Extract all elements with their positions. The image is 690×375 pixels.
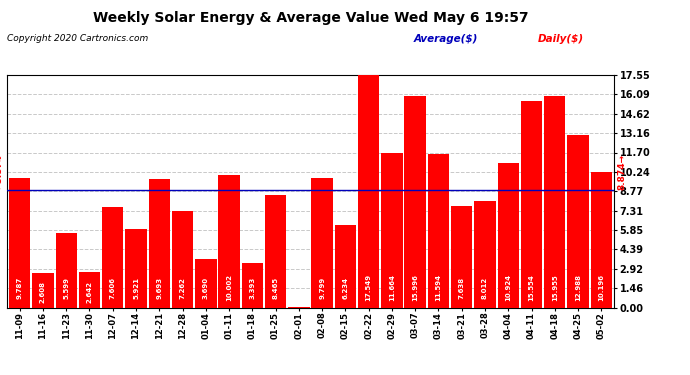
Text: 7.606: 7.606: [110, 277, 116, 298]
Text: 9.799: 9.799: [319, 276, 325, 299]
Text: Daily($): Daily($): [538, 34, 584, 44]
Bar: [381, 153, 403, 308]
Bar: [544, 96, 566, 308]
Bar: [172, 211, 193, 308]
Bar: [218, 175, 240, 308]
Bar: [265, 195, 286, 308]
Bar: [126, 229, 147, 308]
Text: 8.465: 8.465: [273, 277, 279, 299]
Text: 15.554: 15.554: [529, 274, 535, 301]
Bar: [335, 225, 356, 308]
Text: Weekly Solar Energy & Average Value Wed May 6 19:57: Weekly Solar Energy & Average Value Wed …: [92, 11, 529, 25]
Bar: [358, 75, 380, 307]
Text: Copyright 2020 Cartronics.com: Copyright 2020 Cartronics.com: [7, 34, 148, 43]
Bar: [55, 233, 77, 308]
Text: 9.693: 9.693: [156, 277, 162, 299]
Text: 7.262: 7.262: [179, 277, 186, 298]
Bar: [428, 154, 449, 308]
Bar: [102, 207, 124, 308]
Text: 11.594: 11.594: [435, 274, 442, 301]
Text: 8.874→: 8.874→: [618, 154, 627, 190]
Bar: [311, 178, 333, 308]
Bar: [591, 172, 612, 308]
Text: 5.599: 5.599: [63, 277, 69, 298]
Text: 10.196: 10.196: [598, 274, 604, 301]
Text: 6.234: 6.234: [342, 277, 348, 299]
Text: 9.787: 9.787: [17, 276, 23, 299]
Bar: [241, 262, 263, 308]
Text: 2.642: 2.642: [86, 281, 92, 303]
Bar: [9, 178, 30, 308]
Text: 8.012: 8.012: [482, 277, 488, 299]
Text: 2.608: 2.608: [40, 281, 46, 303]
Text: 3.393: 3.393: [249, 276, 255, 299]
Text: 5.921: 5.921: [133, 277, 139, 298]
Text: 17.549: 17.549: [366, 274, 372, 301]
Bar: [567, 135, 589, 308]
Text: Average($): Average($): [414, 34, 478, 44]
Text: 10.924: 10.924: [505, 274, 511, 301]
Text: ←8.874: ←8.874: [0, 154, 3, 190]
Bar: [148, 179, 170, 308]
Bar: [474, 201, 495, 308]
Text: 10.002: 10.002: [226, 274, 232, 301]
Bar: [521, 102, 542, 308]
Text: 15.955: 15.955: [552, 274, 558, 301]
Text: 7.638: 7.638: [459, 277, 465, 299]
Bar: [195, 259, 217, 308]
Bar: [451, 206, 473, 308]
Text: 15.996: 15.996: [412, 274, 418, 301]
Text: 3.690: 3.690: [203, 277, 209, 299]
Bar: [404, 96, 426, 308]
Bar: [79, 273, 100, 308]
Bar: [32, 273, 54, 308]
Text: 12.988: 12.988: [575, 274, 581, 301]
Bar: [497, 163, 519, 308]
Text: 11.664: 11.664: [389, 274, 395, 301]
